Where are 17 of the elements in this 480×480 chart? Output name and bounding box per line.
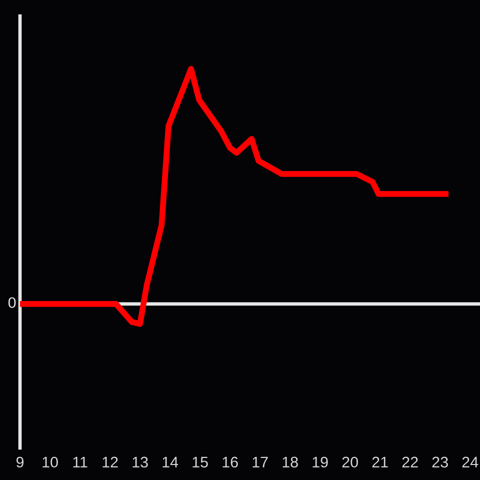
x-tick-label: 22 (402, 456, 418, 468)
x-tick-label: 18 (282, 456, 298, 468)
x-tick-label: 15 (192, 456, 208, 468)
x-tick-label: 12 (102, 456, 118, 468)
x-tick-label: 13 (132, 456, 148, 468)
x-tick-label: 17 (252, 456, 268, 468)
x-tick-label: 23 (432, 456, 448, 468)
x-tick-label: 10 (42, 456, 58, 468)
x-tick-label: 19 (312, 456, 328, 468)
x-tick-label: 14 (162, 456, 178, 468)
x-tick-label: 11 (73, 456, 88, 468)
x-tick-label: 24 (462, 456, 478, 468)
x-tick-label: 20 (342, 456, 358, 468)
ref-line-label: 0 (8, 297, 16, 308)
x-tick-label: 9 (16, 456, 24, 468)
x-tick-label: 16 (222, 456, 238, 468)
x-tick-label: 21 (372, 456, 388, 468)
